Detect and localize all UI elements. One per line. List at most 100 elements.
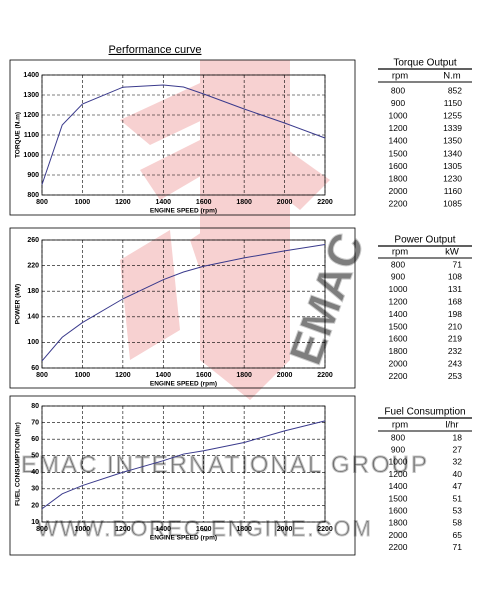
logo-text: EMAC	[279, 226, 374, 371]
y-axis-label: TORQUE (N.m)	[15, 112, 22, 158]
y-tick-label: 1200	[23, 112, 39, 119]
chart-frame	[9, 227, 356, 389]
table-cell: 58	[453, 518, 463, 528]
y-tick-label: 100	[27, 339, 39, 346]
table-cell: 1800	[389, 173, 408, 183]
x-tick-label: 2000	[277, 372, 293, 379]
table-cell: 1200	[389, 296, 408, 306]
plot-frame	[41, 74, 326, 196]
x-tick-label: 1600	[196, 199, 212, 206]
table-cell: 1230	[443, 173, 462, 183]
x-tick-label: 2000	[277, 526, 293, 533]
x-tick-label: 1800	[236, 199, 252, 206]
table-cell: 1400	[389, 309, 408, 319]
y-tick-label: 1100	[24, 132, 39, 139]
table-cell: 1600	[389, 505, 408, 515]
x-tick-label: 800	[36, 372, 48, 379]
table-cell: 53	[453, 505, 463, 515]
y-tick-label: 50	[31, 453, 39, 460]
table-cell: 71	[453, 259, 463, 269]
table-cell: 210	[448, 321, 462, 331]
table-cell: 1000	[389, 110, 408, 120]
logo-watermark	[120, 60, 330, 400]
table-cell: 900	[391, 98, 405, 108]
x-tick-label: 1200	[115, 199, 131, 206]
column-header: N.m	[443, 71, 461, 82]
table-cell: 1600	[389, 161, 408, 171]
table-cell: 1340	[443, 148, 462, 158]
x-tick-label: 1400	[155, 372, 171, 379]
table-cell: 40	[453, 469, 463, 479]
column-header: kW	[445, 247, 459, 258]
column-header: rpm	[392, 420, 408, 431]
y-tick-label: 220	[27, 262, 39, 269]
table-cell: 1085	[443, 199, 462, 209]
table-cell: 232	[448, 346, 462, 356]
plot-frame	[41, 405, 326, 523]
table-cell: 2000	[389, 530, 408, 540]
y-tick-label: 30	[31, 486, 39, 493]
x-tick-label: 1000	[75, 199, 91, 206]
y-tick-label: 60	[31, 436, 39, 443]
x-tick-label: 800	[36, 199, 48, 206]
table-cell: 800	[391, 85, 405, 95]
x-tick-label: 1000	[75, 526, 91, 533]
x-tick-label: 1400	[155, 199, 171, 206]
chart-frame	[9, 395, 356, 556]
watermark-line: WWW.DOREC-ENGINE.COM	[37, 516, 373, 541]
y-tick-label: 180	[27, 288, 39, 295]
x-tick-label: 1600	[196, 372, 212, 379]
x-axis-label: ENGINE SPEED (rpm)	[150, 535, 217, 542]
table-cell: 1000	[389, 457, 408, 467]
table-cell: 800	[391, 432, 405, 442]
table-cell: 131	[448, 284, 462, 294]
table-cell: 1800	[389, 518, 408, 528]
x-tick-label: 1000	[75, 372, 91, 379]
x-axis-label: ENGINE SPEED (rpm)	[150, 381, 217, 388]
y-tick-label: 20	[31, 502, 39, 509]
x-tick-label: 1800	[236, 372, 252, 379]
table-cell: 1305	[443, 161, 462, 171]
table-cell: 71	[453, 542, 463, 552]
table-cell: 1400	[389, 481, 408, 491]
data-line	[41, 420, 326, 510]
table-cell: 2200	[389, 542, 408, 552]
y-tick-label: 1300	[23, 92, 39, 99]
table-title: Fuel Consumption	[384, 407, 465, 418]
table-cell: 168	[448, 296, 462, 306]
column-header: l/hr	[445, 420, 458, 431]
page-title: Performance curve	[109, 44, 202, 56]
table-cell: 1000	[389, 284, 408, 294]
column-header: rpm	[392, 71, 408, 82]
y-tick-label: 1000	[23, 152, 39, 159]
table-cell: 108	[448, 272, 462, 282]
table-cell: 65	[453, 530, 463, 540]
y-tick-label: 40	[31, 469, 39, 476]
table-title: Torque Output	[393, 58, 457, 69]
watermark-line: EMAC INTERNATIONAL GROUP	[21, 451, 429, 478]
data-line	[41, 84, 326, 185]
y-tick-label: 80	[31, 403, 39, 410]
table-cell: 1350	[443, 136, 462, 146]
y-tick-label: 70	[31, 419, 39, 426]
x-tick-label: 2200	[317, 199, 333, 206]
table-cell: 1200	[389, 123, 408, 133]
data-line	[41, 243, 326, 362]
x-tick-label: 1800	[236, 526, 252, 533]
table-cell: 2000	[389, 186, 408, 196]
y-tick-label: 260	[27, 237, 39, 244]
table-cell: 1339	[443, 123, 462, 133]
table-cell: 2000	[389, 358, 408, 368]
table-cell: 243	[448, 358, 462, 368]
table-cell: 1160	[444, 186, 463, 196]
y-tick-label: 1400	[23, 72, 39, 79]
x-tick-label: 2000	[277, 199, 293, 206]
x-tick-label: 800	[36, 526, 48, 533]
table-cell: 1255	[443, 110, 462, 120]
x-tick-label: 2200	[317, 526, 333, 533]
table-cell: 1500	[389, 493, 408, 503]
table-cell: 2200	[389, 371, 408, 381]
table-cell: 219	[448, 334, 462, 344]
table-cell: 47	[453, 481, 463, 491]
table-cell: 198	[448, 309, 462, 319]
